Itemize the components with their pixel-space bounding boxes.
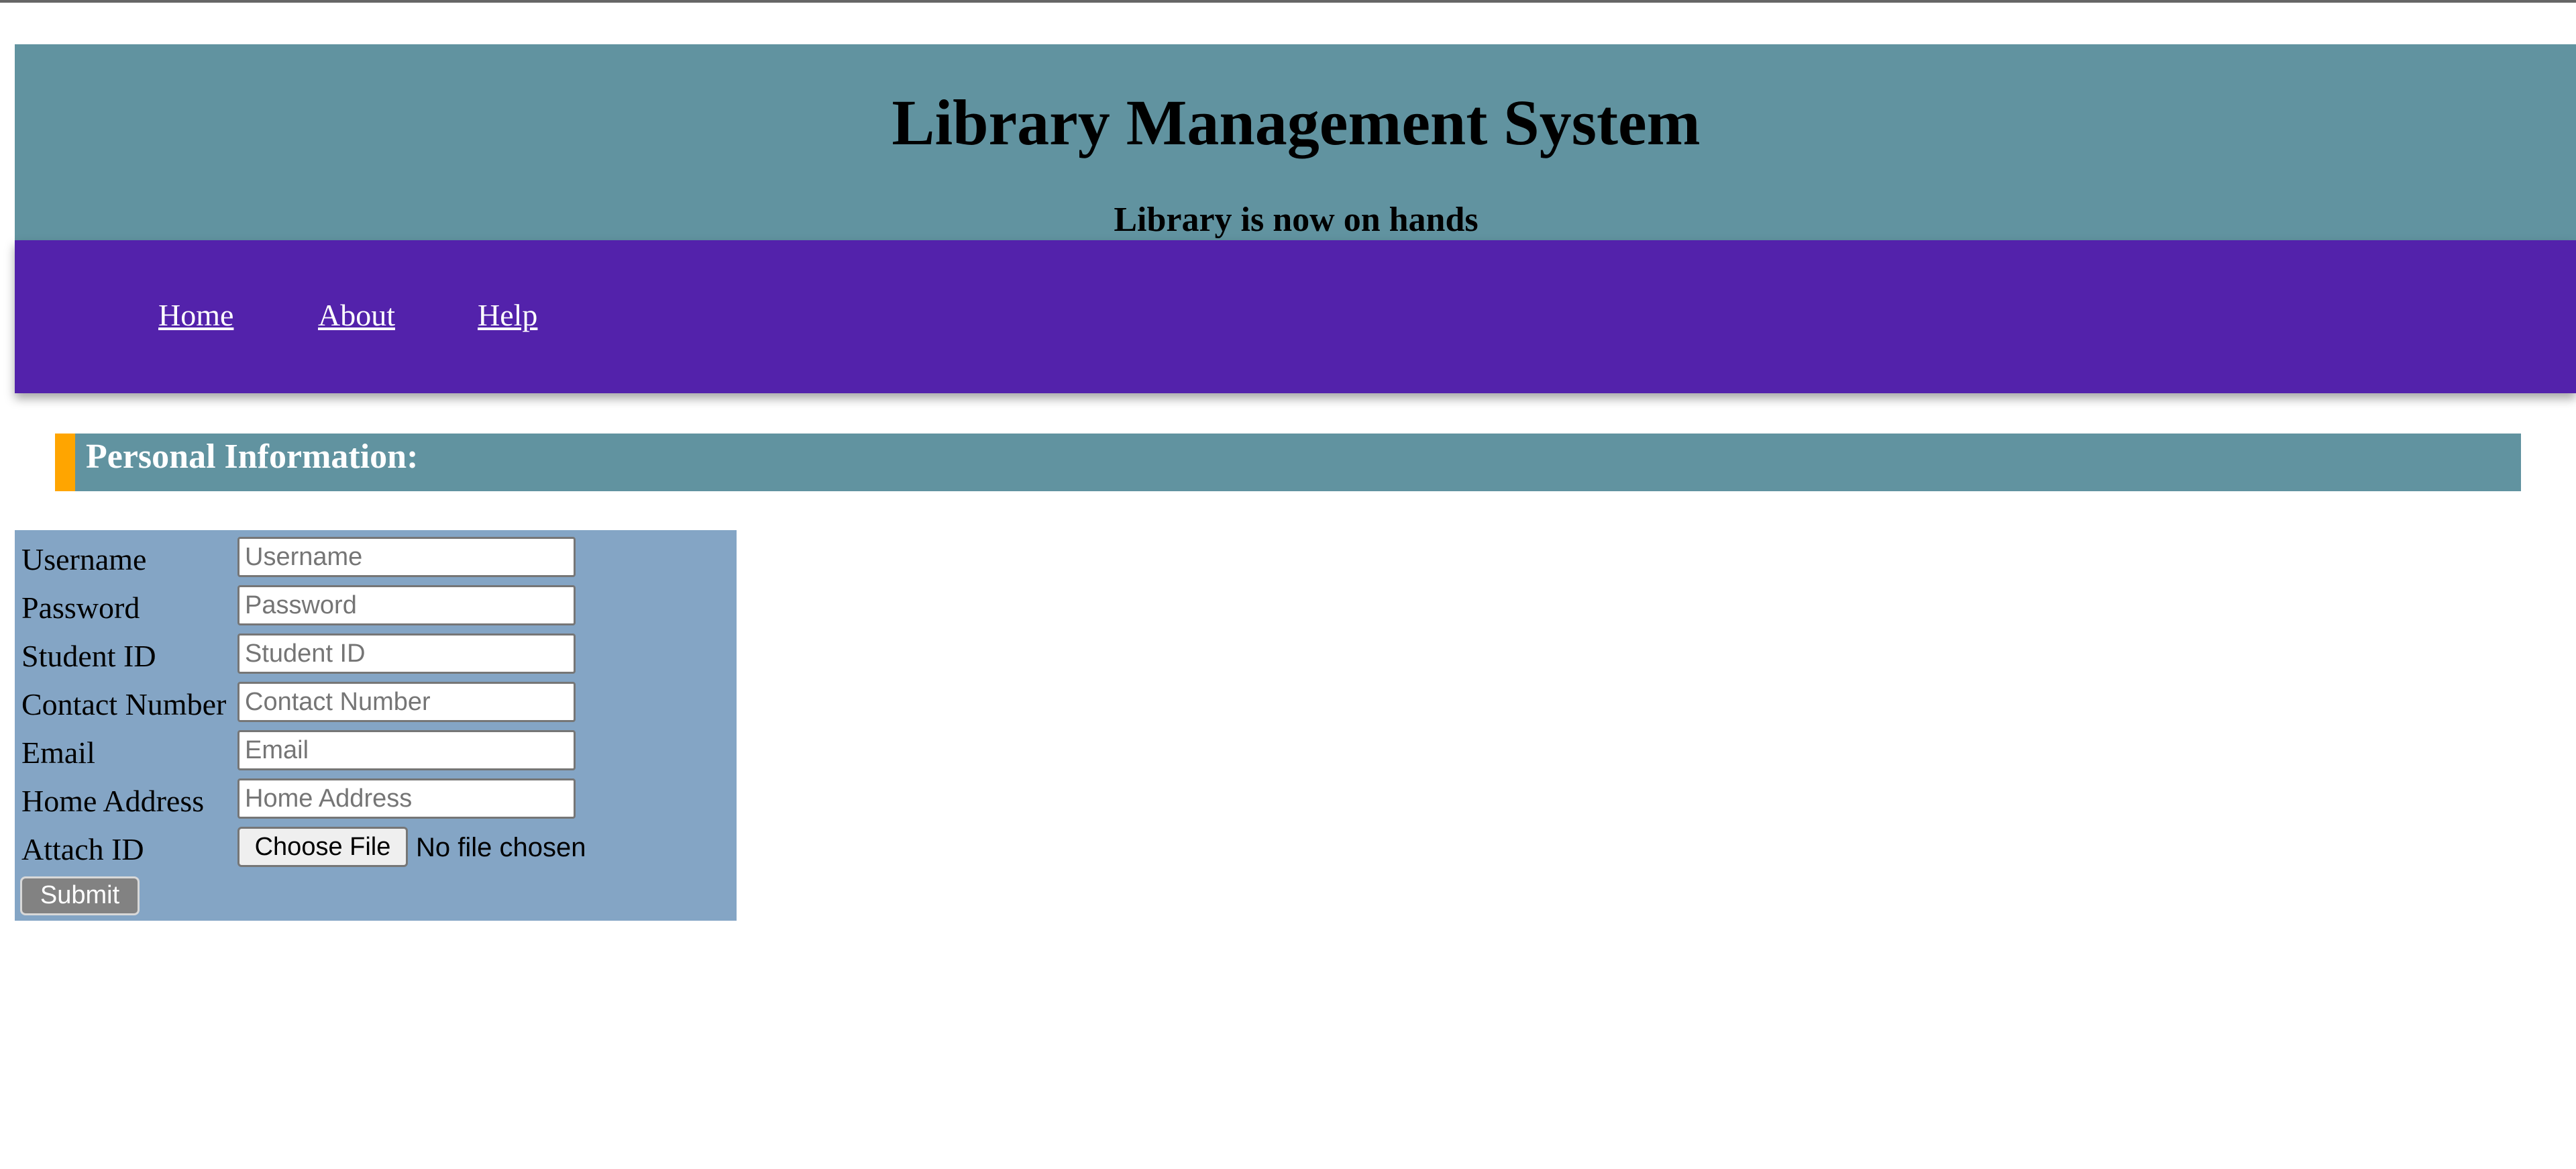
nav-link-home[interactable]: Home bbox=[158, 298, 234, 332]
form-row-username: Username bbox=[15, 536, 737, 584]
home-address-label: Home Address bbox=[21, 784, 205, 818]
form-row-student-id: Student ID bbox=[15, 632, 737, 680]
home-address-input[interactable] bbox=[237, 778, 576, 819]
file-status-text: No file chosen bbox=[416, 833, 586, 862]
email-label: Email bbox=[21, 735, 95, 770]
email-input[interactable] bbox=[237, 730, 576, 770]
password-label: Password bbox=[21, 591, 140, 625]
section-header: Personal Information: bbox=[55, 434, 2521, 491]
submit-button[interactable]: Submit bbox=[20, 876, 140, 915]
attach-id-label: Attach ID bbox=[21, 832, 144, 866]
top-divider bbox=[0, 0, 2576, 3]
contact-number-input[interactable] bbox=[237, 682, 576, 722]
password-input[interactable] bbox=[237, 585, 576, 625]
nav-link-help[interactable]: Help bbox=[478, 298, 538, 332]
page-header: Library Management System Library is now… bbox=[15, 44, 2576, 240]
page-title: Library Management System bbox=[892, 87, 1701, 158]
header-inner: Library Management System Library is now… bbox=[15, 44, 2576, 240]
contact-number-label: Contact Number bbox=[21, 687, 227, 721]
form-row-email: Email bbox=[15, 729, 737, 777]
form-row-attach-id: Attach ID Choose File No file chosen bbox=[15, 825, 737, 874]
username-label: Username bbox=[21, 542, 147, 576]
student-id-label: Student ID bbox=[21, 639, 156, 673]
form-row-contact-number: Contact Number bbox=[15, 680, 737, 729]
form-row-password: Password bbox=[15, 584, 737, 632]
nav-link-about[interactable]: About bbox=[318, 298, 395, 332]
student-id-input[interactable] bbox=[237, 633, 576, 674]
registration-form: Username Password Student ID Contact Num… bbox=[15, 530, 737, 921]
nav-bar: Home About Help bbox=[15, 240, 2576, 393]
section-accent-bar bbox=[55, 434, 75, 491]
form-row-home-address: Home Address bbox=[15, 777, 737, 825]
page-subtitle: Library is now on hands bbox=[1114, 201, 1479, 239]
username-input[interactable] bbox=[237, 537, 576, 577]
section-title: Personal Information: bbox=[86, 438, 419, 476]
choose-file-button[interactable]: Choose File bbox=[237, 827, 408, 867]
